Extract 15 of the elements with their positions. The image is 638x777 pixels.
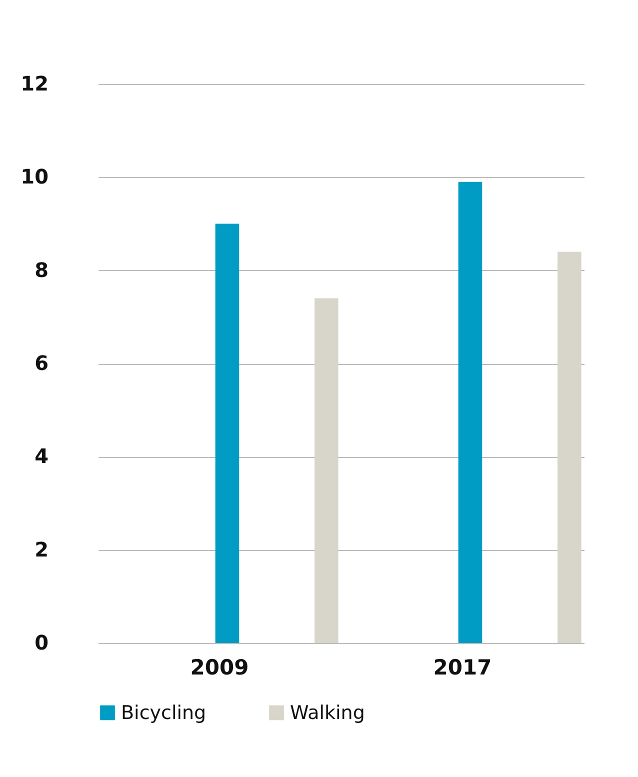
x-tick-label: 2009 xyxy=(190,656,249,680)
bar xyxy=(458,182,482,643)
y-tick-label: 4 xyxy=(34,444,48,468)
y-tick-label: 0 xyxy=(34,630,48,654)
bar xyxy=(314,298,338,643)
legend-label: Bicycling xyxy=(121,702,206,724)
y-tick-label: 10 xyxy=(20,164,48,189)
y-tick-label: 12 xyxy=(20,72,48,96)
y-tick-label: 6 xyxy=(34,351,48,375)
y-tick-label: 2 xyxy=(34,537,48,562)
x-tick-label: 2017 xyxy=(433,656,492,680)
y-tick-label: 8 xyxy=(34,258,48,282)
bar xyxy=(215,224,240,643)
bar xyxy=(558,252,582,643)
legend-label: Walking xyxy=(290,702,365,724)
